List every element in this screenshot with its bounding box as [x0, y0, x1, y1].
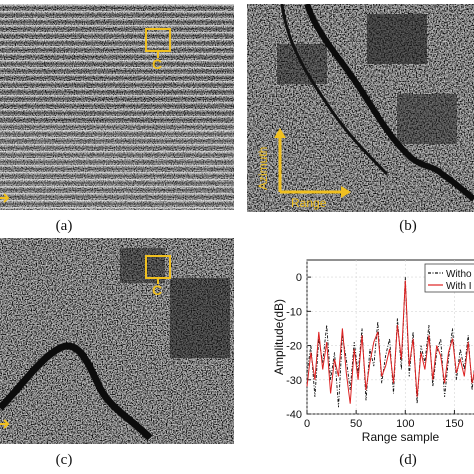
azimuth-arrow: Azimuth — [256, 128, 286, 192]
panel-b-image: Azimuth Range — [247, 4, 474, 212]
y-tick-label-3: -30 — [286, 375, 302, 387]
y-tick-label-2: -20 — [286, 341, 302, 353]
river-b — [304, 4, 474, 202]
x-axis-label: Range sample — [362, 430, 440, 444]
range-label: Range — [291, 196, 327, 210]
caption-b: (b) — [399, 218, 417, 234]
range-arrow: Range — [280, 186, 351, 210]
roi-label-a: C — [152, 56, 162, 72]
y-tick-label-4: -40 — [286, 409, 302, 421]
azimuth-label: Azimuth — [256, 147, 270, 190]
panel-d-chart: 0 -10 -20 -30 -40 0 50 100 150 Range sample Amplit… — [247, 238, 474, 444]
range-arrow-stub-c — [0, 419, 10, 429]
x-tick-label-3: 150 — [445, 418, 463, 430]
legend-box — [424, 263, 474, 293]
y-tick-label-0: 0 — [296, 272, 302, 284]
panel-c-image: C — [0, 238, 234, 444]
caption-a: (a) — [55, 218, 73, 234]
legend-label-1: With I — [446, 281, 472, 292]
caption-c: (c) — [55, 452, 73, 468]
river-c — [0, 342, 153, 441]
panel-a-image: C — [0, 4, 234, 210]
y-tick-label-1: -10 — [286, 306, 302, 318]
range-arrow-stub-a — [0, 193, 10, 203]
caption-d: (d) — [399, 452, 417, 468]
series-line-1 — [306, 280, 474, 404]
roi-label-c: C — [152, 282, 162, 298]
legend-label-0: Witho — [446, 269, 472, 280]
x-tick-label-0: 0 — [304, 418, 310, 430]
x-tick-label-2: 100 — [396, 418, 414, 430]
x-tick-label-1: 50 — [350, 418, 362, 430]
series-line-0 — [306, 277, 474, 408]
y-axis-label: Amplitude(dB) — [272, 299, 286, 375]
